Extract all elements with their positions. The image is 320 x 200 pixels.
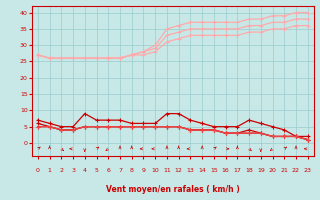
X-axis label: Vent moyen/en rafales ( km/h ): Vent moyen/en rafales ( km/h ) <box>106 185 240 194</box>
